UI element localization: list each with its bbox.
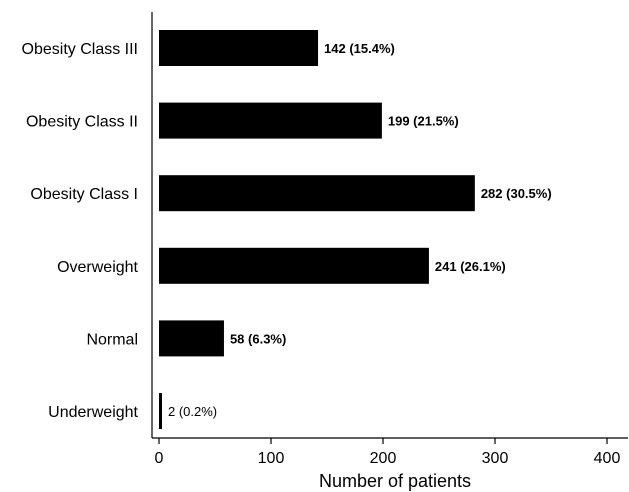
category-label-normal: Normal — [86, 331, 138, 348]
chart-axes — [151, 12, 628, 439]
category-label-obesity-class-i: Obesity Class I — [30, 186, 138, 203]
x-tick-label-200: 200 — [370, 450, 397, 467]
data-label-obesity-class-ii: 199 (21.5%) — [388, 114, 459, 129]
data-labels: 142 (15.4%) 199 (21.5%) 282 (30.5%) 241 (26… — [168, 41, 552, 419]
bar-overweight — [159, 247, 429, 284]
data-label-underweight: 2 (0.2%) — [168, 404, 217, 419]
data-label-normal: 58 (6.3%) — [230, 331, 286, 346]
category-label-overweight: Overweight — [57, 259, 138, 276]
bar-normal — [159, 320, 224, 357]
x-ticks: 0 100 200 300 400 — [155, 438, 621, 467]
x-tick-label-100: 100 — [258, 450, 285, 467]
category-label-underweight: Underweight — [48, 404, 138, 421]
bars-group — [159, 30, 475, 429]
bar-obesity-class-iii — [159, 30, 319, 66]
x-tick-label-400: 400 — [594, 450, 621, 467]
category-labels: Obesity Class III Obesity Class II Obesity… — [22, 41, 139, 421]
data-label-obesity-class-iii: 142 (15.4%) — [324, 41, 395, 56]
x-tick-label-300: 300 — [482, 450, 509, 467]
category-label-obesity-class-ii: Obesity Class II — [26, 114, 138, 131]
x-tick-label-0: 0 — [155, 450, 164, 467]
bar-underweight — [159, 393, 162, 429]
bar-obesity-class-i — [159, 175, 475, 212]
bar-obesity-class-ii — [159, 102, 382, 139]
data-label-overweight: 241 (26.1%) — [435, 259, 506, 274]
data-label-obesity-class-i: 282 (30.5%) — [481, 186, 552, 201]
category-label-obesity-class-iii: Obesity Class III — [22, 41, 138, 58]
x-axis-title: Number of patients — [319, 471, 471, 491]
